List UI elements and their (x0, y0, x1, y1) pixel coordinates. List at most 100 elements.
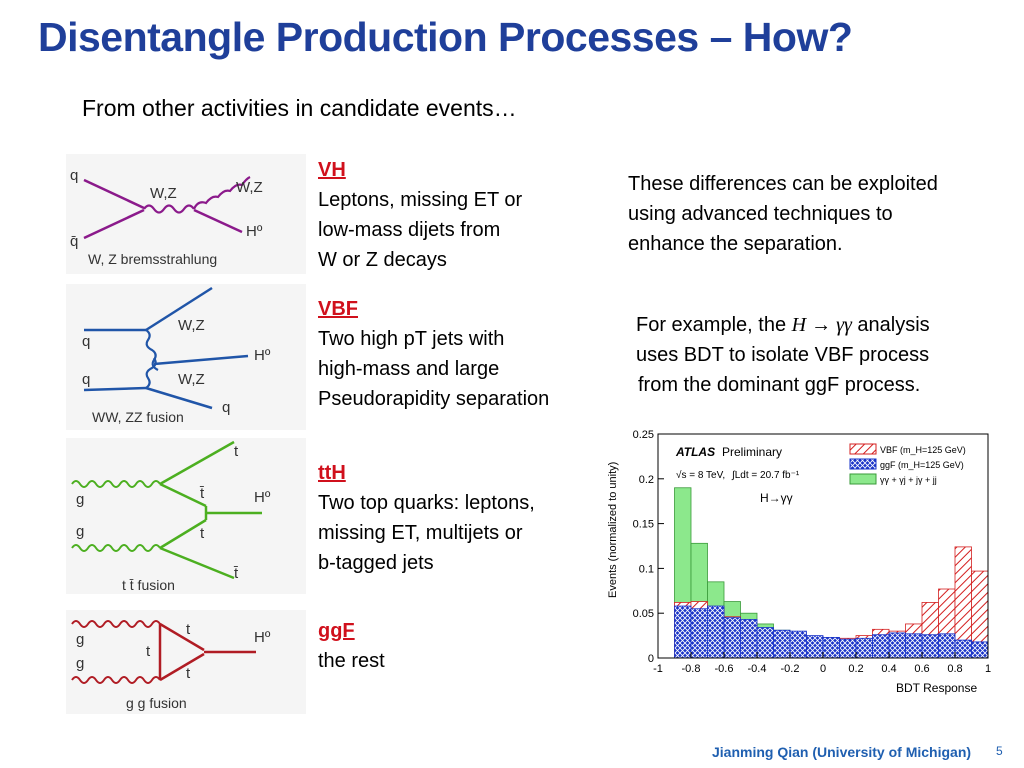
vbf-feynman-diagram: q q W,Z W,Z Hº q WW, ZZ fusion (66, 284, 306, 430)
chart-bar-series1-bin6 (773, 629, 791, 659)
chart-legend-swatch (849, 473, 877, 485)
chart-xtick-label: 0.4 (881, 663, 896, 675)
example-line-1: For example, the H → γγ analysis (636, 310, 930, 340)
chart-bar-series1-bin17 (954, 639, 972, 659)
chart-annotation-lumi: ∫Ldt = 20.7 fb⁻¹ (731, 470, 800, 481)
chart-bar-series1-bin15 (921, 634, 939, 659)
process-vh-name: VH (318, 159, 346, 181)
chart-bar-series1-bin11 (855, 637, 873, 659)
tth-in1-label: g (76, 491, 84, 508)
tth-tbar1-label: t̄ (199, 485, 205, 502)
chart-legend-swatch (849, 458, 877, 470)
example-formula: H → γγ (791, 314, 852, 336)
chart-xtick-label: -0.2 (781, 663, 800, 675)
vh-out1-label: W,Z (236, 179, 263, 196)
chart-ytick-label: 0.05 (633, 608, 654, 620)
vh-caption: W, Z bremsstrahlung (88, 251, 217, 267)
process-vbf-description: Two high pT jets with high-mass and larg… (318, 328, 550, 410)
process-ggf: ggF the rest (318, 616, 385, 676)
chart-annotation-experiment: ATLAS (675, 445, 715, 459)
process-ggf-description: the rest (318, 650, 385, 672)
slide-title: Disentangle Production Processes – How? (38, 14, 853, 60)
chart-legend-label: VBF (m_H=125 GeV) (880, 445, 966, 455)
ggf-in1-label: g (76, 631, 84, 648)
chart-xtick-label: -0.8 (682, 663, 701, 675)
chart-bar-series1-bin9 (822, 636, 840, 659)
chart-ylabel: Events (normalized to unity) (607, 462, 619, 598)
chart-xtick-label: -0.6 (715, 663, 734, 675)
chart-bar-series1-bin3 (723, 617, 741, 659)
ggf-t1-label: t (186, 621, 191, 638)
vbf-boson2-label: W,Z (178, 371, 205, 388)
chart-annotation-channel: H→γγ (760, 491, 793, 505)
chart-bar-series1-bin12 (872, 634, 890, 659)
process-vbf: VBF Two high pT jets with high-mass and … (318, 294, 549, 414)
chart-annotation-status: Preliminary (722, 445, 782, 459)
process-vbf-name: VBF (318, 298, 358, 320)
chart-bar-series1-bin14 (905, 633, 923, 659)
chart-bar-series1-bin10 (839, 638, 857, 659)
tth-feynman-diagram: g g t t̄ t t̄ Hº t t̄ fusion (66, 438, 306, 594)
tth-out-label: Hº (254, 489, 271, 506)
process-vh: VH Leptons, missing ET or low-mass dijet… (318, 155, 522, 275)
chart-bar-series1-bin8 (806, 635, 824, 659)
vbf-boson1-label: W,Z (178, 317, 205, 334)
chart-xtick-label: 0.2 (848, 663, 863, 675)
chart-xtick-label: 1 (985, 663, 991, 675)
vbf-in2-label: q (82, 371, 90, 388)
process-ggf-name: ggF (318, 620, 355, 642)
tth-caption: t t̄ fusion (122, 577, 175, 593)
chart-legend-label: ggF (m_H=125 GeV) (880, 460, 964, 470)
process-tth-name: ttH (318, 462, 346, 484)
chart-bar-series1-bin1 (690, 608, 708, 659)
ggf-in2-label: g (76, 655, 84, 672)
vbf-in1-label: q (82, 333, 90, 350)
chart-ytick-label: 0.2 (639, 474, 654, 486)
chart-xtick-label: -0.4 (748, 663, 767, 675)
chart-legend-swatch (849, 443, 877, 455)
ggf-feynman-diagram: g g t t t Hº g g fusion (66, 610, 306, 714)
ggf-t2-label: t (146, 643, 151, 660)
vh-in2-label: q̄ (70, 233, 78, 250)
vh-out2-label: Hº (246, 223, 263, 240)
chart-bar-series1-bin7 (789, 630, 807, 659)
chart-bar-series1-bin5 (756, 627, 774, 659)
page-number: 5 (996, 744, 1003, 758)
chart-ytick-label: 0.1 (639, 563, 654, 575)
vbf-caption: WW, ZZ fusion (92, 409, 184, 425)
chart-bar-series1-bin16 (938, 633, 956, 659)
vbf-outq-label: q (222, 399, 230, 416)
chart-ytick-label: 0.15 (633, 519, 654, 531)
chart-ytick-label: 0.25 (633, 429, 654, 441)
chart-xtick-label: 0.8 (947, 663, 962, 675)
chart-bar-series1-bin2 (707, 605, 725, 659)
process-tth-description: Two top quarks: leptons, missing ET, mul… (318, 492, 535, 574)
chart-annotation-energy: √s = 8 TeV, (676, 469, 725, 481)
chart-bar-series1-bin4 (740, 619, 758, 659)
vbf-out-label: Hº (254, 347, 271, 364)
example-prefix: For example, the (636, 314, 787, 336)
ggf-t3-label: t (186, 665, 191, 682)
example-line-2: uses BDT to isolate VBF process (636, 344, 930, 366)
vh-boson-label: W,Z (150, 185, 177, 202)
ggf-caption: g g fusion (126, 695, 187, 711)
chart-xtick-label: -1 (653, 663, 663, 675)
slide-subtitle: From other activities in candidate event… (82, 95, 517, 121)
example-suffix: analysis (857, 314, 930, 336)
process-tth: ttH Two top quarks: leptons, missing ET,… (318, 458, 535, 578)
tth-in2-label: g (76, 523, 84, 540)
vh-feynman-diagram: q q̄ W,Z W,Z Hº W, Z bremsstrahlung (66, 154, 306, 274)
chart-xtick-label: 0 (820, 663, 826, 675)
footer-author: Jianming Qian (University of Michigan) (712, 744, 972, 760)
tth-t2-label: t (200, 525, 205, 542)
bdt-response-chart: -1 -0.8 -0.6 -0.4 -0.2 0 0.2 0.4 0.6 0.8 1 0 0.05 0.1… (600, 428, 1000, 698)
chart-xtick-label: 0.6 (914, 663, 929, 675)
vh-in1-label: q (70, 167, 78, 184)
chart-xlabel: BDT Response (896, 681, 977, 695)
differences-note: These differences can be exploited using… (628, 173, 938, 255)
ggf-out-label: Hº (254, 629, 271, 646)
chart-bar-series1-bin13 (888, 632, 906, 659)
chart-bar-series1-bin18 (971, 641, 989, 659)
example-line-3: from the dominant ggF process. (638, 374, 921, 396)
process-vh-description: Leptons, missing ET or low-mass dijets f… (318, 189, 523, 271)
